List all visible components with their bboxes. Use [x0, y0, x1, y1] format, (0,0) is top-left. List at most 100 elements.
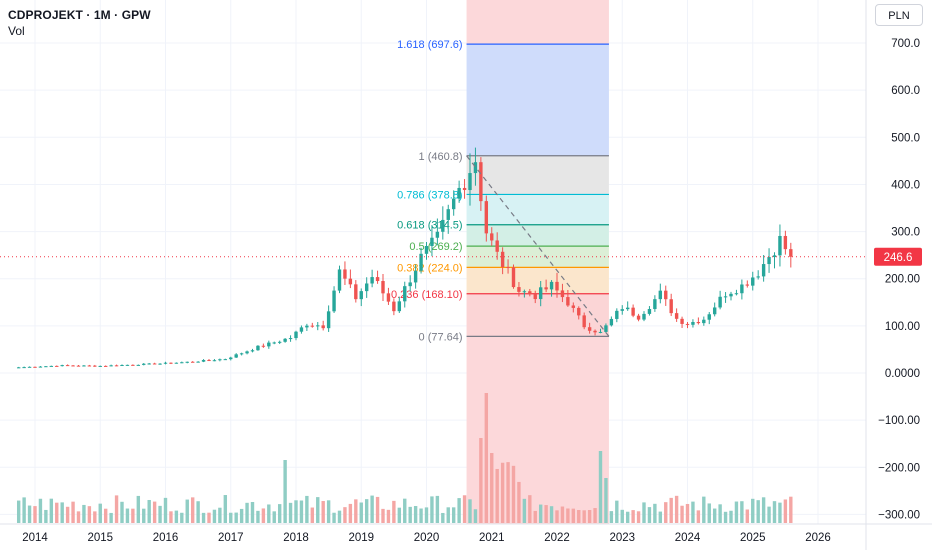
candle-body[interactable]: [87, 365, 92, 367]
candle-body[interactable]: [283, 338, 287, 342]
candle-body[interactable]: [152, 363, 157, 365]
candle-body[interactable]: [571, 305, 576, 308]
candle-body[interactable]: [174, 362, 179, 364]
symbol-title[interactable]: CDPROJEKT · 1M · GPW: [8, 8, 151, 22]
candle-body[interactable]: [424, 245, 429, 254]
candle-body[interactable]: [609, 318, 614, 326]
candle-body[interactable]: [723, 296, 728, 298]
candle-body[interactable]: [245, 351, 249, 354]
candle-body[interactable]: [250, 350, 255, 352]
candle-body[interactable]: [653, 299, 657, 310]
candle-body[interactable]: [49, 365, 54, 367]
candle-body[interactable]: [370, 277, 374, 284]
candle-body[interactable]: [669, 299, 673, 314]
candle-body[interactable]: [587, 327, 592, 331]
candle-body[interactable]: [685, 323, 690, 325]
candle-body[interactable]: [158, 363, 162, 365]
candle-body[interactable]: [712, 307, 717, 315]
candle-body[interactable]: [354, 284, 358, 300]
candle-body[interactable]: [620, 309, 624, 311]
candle-body[interactable]: [310, 325, 315, 327]
candle-body[interactable]: [598, 331, 603, 333]
candle-body[interactable]: [169, 362, 173, 364]
candle-body[interactable]: [22, 367, 26, 369]
candle-body[interactable]: [702, 319, 706, 324]
candle-body[interactable]: [647, 309, 652, 314]
candle-body[interactable]: [234, 354, 238, 358]
candle-body[interactable]: [120, 365, 124, 367]
candle-body[interactable]: [473, 162, 478, 174]
candle-body[interactable]: [294, 331, 298, 339]
candle-body[interactable]: [680, 318, 684, 324]
candle-body[interactable]: [207, 360, 211, 362]
candle-body[interactable]: [446, 209, 450, 220]
candle-body[interactable]: [136, 364, 141, 366]
candle-body[interactable]: [538, 287, 543, 300]
candle-body[interactable]: [522, 291, 527, 293]
candle-body[interactable]: [98, 365, 102, 367]
candle-body[interactable]: [555, 281, 559, 291]
candle-body[interactable]: [778, 235, 782, 256]
candle-body[interactable]: [239, 353, 244, 355]
candle-body[interactable]: [386, 293, 391, 302]
candle-body[interactable]: [593, 330, 597, 333]
candle-body[interactable]: [321, 325, 325, 329]
candle-body[interactable]: [218, 359, 222, 361]
candle-body[interactable]: [413, 270, 418, 283]
candle-body[interactable]: [212, 360, 217, 362]
candle-body[interactable]: [185, 361, 189, 363]
candle-body[interactable]: [430, 237, 434, 246]
candle-body[interactable]: [277, 341, 282, 343]
currency-button[interactable]: PLN: [875, 4, 923, 26]
candle-body[interactable]: [772, 255, 777, 258]
candle-body[interactable]: [451, 198, 456, 210]
candle-body[interactable]: [408, 282, 412, 287]
candle-body[interactable]: [201, 360, 206, 362]
candle-body[interactable]: [462, 187, 467, 191]
candle-body[interactable]: [419, 253, 423, 271]
volume-indicator-label[interactable]: Vol: [8, 24, 25, 38]
candle-body[interactable]: [664, 290, 668, 300]
candle-body[interactable]: [544, 287, 548, 290]
candle-body[interactable]: [196, 361, 200, 363]
candle-body[interactable]: [337, 269, 342, 291]
candle-body[interactable]: [511, 267, 516, 288]
candle-body[interactable]: [60, 365, 64, 367]
candle-body[interactable]: [707, 314, 711, 320]
candle-body[interactable]: [364, 283, 369, 292]
candle-body[interactable]: [566, 297, 570, 306]
candle-body[interactable]: [381, 281, 385, 294]
candle-body[interactable]: [783, 235, 788, 250]
candle-body[interactable]: [131, 364, 135, 366]
candle-body[interactable]: [500, 251, 505, 268]
candle-body[interactable]: [441, 219, 445, 232]
candle-body[interactable]: [642, 313, 646, 320]
candle-body[interactable]: [528, 291, 532, 295]
candle-body[interactable]: [751, 277, 755, 286]
candle-body[interactable]: [147, 363, 151, 365]
candle-body[interactable]: [71, 365, 75, 367]
candle-body[interactable]: [38, 366, 43, 368]
candle-body[interactable]: [33, 366, 37, 368]
candle-body[interactable]: [332, 290, 336, 312]
candle-body[interactable]: [734, 293, 739, 295]
candle-body[interactable]: [343, 269, 347, 279]
candle-body[interactable]: [272, 342, 276, 344]
candle-body[interactable]: [729, 293, 733, 297]
candle-body[interactable]: [484, 201, 489, 234]
candle-body[interactable]: [375, 277, 380, 282]
candle-body[interactable]: [229, 357, 233, 360]
candle-body[interactable]: [261, 345, 266, 347]
candle-body[interactable]: [65, 365, 70, 367]
candle-body[interactable]: [16, 367, 21, 369]
candle-body[interactable]: [740, 284, 744, 294]
candle-body[interactable]: [397, 301, 402, 312]
candle-body[interactable]: [82, 365, 86, 367]
candle-body[interactable]: [767, 257, 771, 265]
candle-body[interactable]: [761, 264, 766, 277]
candle-body[interactable]: [631, 307, 635, 316]
candle-body[interactable]: [658, 290, 663, 300]
candle-body[interactable]: [468, 173, 472, 191]
candle-body[interactable]: [636, 315, 641, 320]
